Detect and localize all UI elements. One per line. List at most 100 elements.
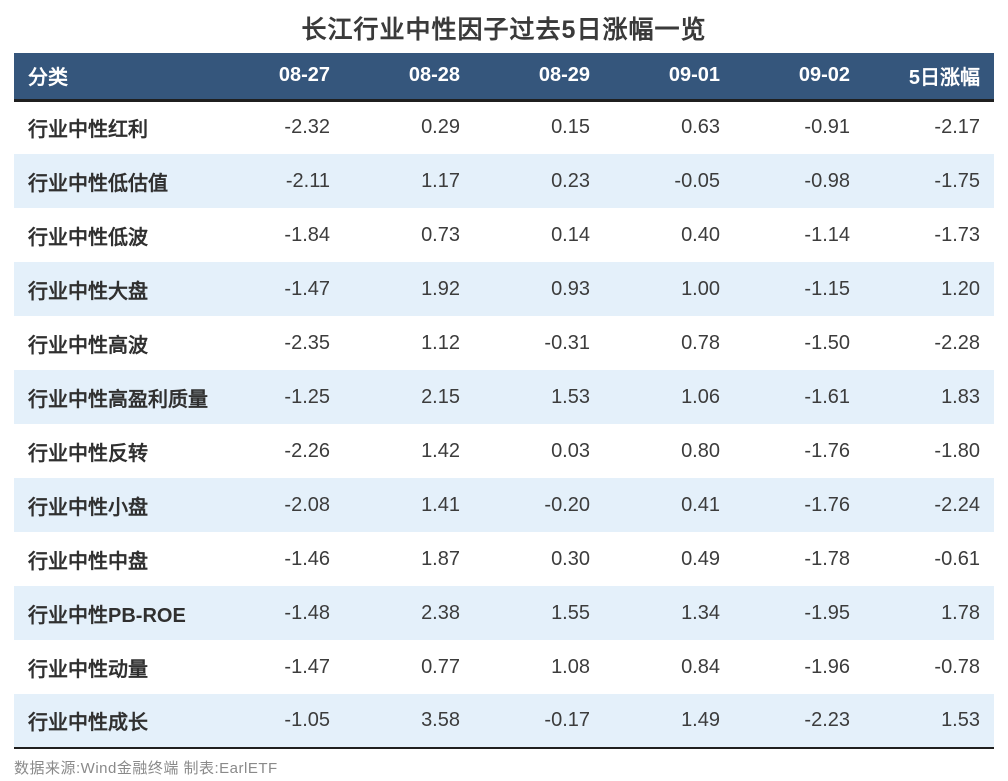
value-cell: -1.50 xyxy=(804,331,850,354)
value-cell: -1.47 xyxy=(284,277,330,300)
factor-name-cell: 行业中性红利 xyxy=(28,119,148,142)
value-cell: 1.34 xyxy=(681,601,720,624)
table-row: 行业中性PB-ROE -1.48 2.38 1.55 1.34 -1.95 1.… xyxy=(14,586,994,640)
value-cell: 1.20 xyxy=(941,277,980,300)
value-cell: 1.55 xyxy=(551,601,590,624)
table-row: 行业中性动量 -1.47 0.77 1.08 0.84 -1.96 -0.78 xyxy=(14,640,994,694)
value-cell: 0.73 xyxy=(421,223,460,246)
value-cell: -0.98 xyxy=(804,169,850,192)
value-cell: 3.58 xyxy=(421,709,460,731)
value-cell: 0.49 xyxy=(681,547,720,570)
table-row: 行业中性红利 -2.32 0.29 0.15 0.63 -0.91 -2.17 xyxy=(14,100,994,154)
value-cell: -0.61 xyxy=(934,547,980,570)
value-cell: -1.78 xyxy=(804,547,850,570)
value-cell: -2.26 xyxy=(284,439,330,462)
value-cell: 0.14 xyxy=(551,223,590,246)
value-cell: 0.84 xyxy=(681,655,720,678)
value-cell: 1.42 xyxy=(421,439,460,462)
value-cell: 0.77 xyxy=(421,655,460,678)
value-cell: 1.83 xyxy=(941,385,980,408)
value-cell: -1.05 xyxy=(284,709,330,731)
value-cell: -2.35 xyxy=(284,331,330,354)
table-header: 分类 08-27 08-28 08-29 09-01 09-02 5日涨幅 xyxy=(14,53,994,102)
factor-name-cell: 行业中性低估值 xyxy=(28,172,168,195)
value-cell: -1.76 xyxy=(804,439,850,462)
value-cell: 1.06 xyxy=(681,385,720,408)
table-row: 行业中性高波 -2.35 1.12 -0.31 0.78 -1.50 -2.28 xyxy=(14,316,994,370)
factor-name-cell: 行业中性低波 xyxy=(28,226,148,249)
value-cell: -2.08 xyxy=(284,493,330,516)
value-cell: -1.61 xyxy=(804,385,850,408)
value-cell: 1.41 xyxy=(421,493,460,516)
value-cell: -1.48 xyxy=(284,601,330,624)
value-cell: 0.15 xyxy=(551,116,590,139)
factor-name-cell: 行业中性高波 xyxy=(28,334,148,357)
value-cell: -1.15 xyxy=(804,277,850,300)
value-cell: -1.80 xyxy=(934,439,980,462)
header-date-0901: 09-01 xyxy=(604,53,734,102)
value-cell: 1.78 xyxy=(941,601,980,624)
value-cell: 1.17 xyxy=(421,169,460,192)
value-cell: -1.47 xyxy=(284,655,330,678)
value-cell: 1.00 xyxy=(681,277,720,300)
value-cell: -0.20 xyxy=(544,493,590,516)
factor-name-cell: 行业中性成长 xyxy=(28,712,148,734)
value-cell: -1.95 xyxy=(804,601,850,624)
value-cell: -2.32 xyxy=(284,116,330,139)
value-cell: 1.92 xyxy=(421,277,460,300)
value-cell: 1.49 xyxy=(681,709,720,731)
value-cell: 2.38 xyxy=(421,601,460,624)
value-cell: 1.12 xyxy=(421,331,460,354)
header-date-0902: 09-02 xyxy=(734,53,864,102)
value-cell: 0.63 xyxy=(681,116,720,139)
value-cell: -0.05 xyxy=(674,169,720,192)
factor-name-cell: 行业中性高盈利质量 xyxy=(28,388,208,411)
value-cell: -2.17 xyxy=(934,116,980,139)
value-cell: 0.93 xyxy=(551,277,590,300)
value-cell: -1.75 xyxy=(934,169,980,192)
table-row: 行业中性高盈利质量 -1.25 2.15 1.53 1.06 -1.61 1.8… xyxy=(14,370,994,424)
value-cell: -2.11 xyxy=(285,169,330,192)
value-cell: -0.17 xyxy=(544,709,590,731)
value-cell: -1.14 xyxy=(804,223,850,246)
data-source-note: 数据来源:Wind金融终端 制表:EarlETF xyxy=(14,760,278,777)
value-cell: 0.30 xyxy=(551,547,590,570)
page-title: 长江行业中性因子过去5日涨幅一览 xyxy=(301,16,707,44)
table-row: 行业中性低波 -1.84 0.73 0.14 0.40 -1.14 -1.73 xyxy=(14,208,994,262)
value-cell: -0.78 xyxy=(934,655,980,678)
header-date-0829: 08-29 xyxy=(474,53,604,102)
value-cell: 1.87 xyxy=(421,547,460,570)
value-cell: -1.46 xyxy=(284,547,330,570)
table-row: 行业中性成长 -1.05 3.58 -0.17 1.49 -2.23 1.53 xyxy=(14,694,994,748)
value-cell: 0.40 xyxy=(681,223,720,246)
table-row: 行业中性小盘 -2.08 1.41 -0.20 0.41 -1.76 -2.24 xyxy=(14,478,994,532)
header-5day-gain: 5日涨幅 xyxy=(864,53,994,102)
value-cell: 0.78 xyxy=(681,331,720,354)
header-date-0827: 08-27 xyxy=(214,53,344,102)
table-row: 行业中性大盘 -1.47 1.92 0.93 1.00 -1.15 1.20 xyxy=(14,262,994,316)
value-cell: 1.53 xyxy=(551,385,590,408)
value-cell: 0.41 xyxy=(681,493,720,516)
factor-name-cell: 行业中性大盘 xyxy=(28,280,148,303)
value-cell: 1.08 xyxy=(551,655,590,678)
value-cell: 2.15 xyxy=(421,385,460,408)
factor-name-cell: 行业中性PB-ROE xyxy=(28,604,186,627)
value-cell: -2.28 xyxy=(934,331,980,354)
value-cell: -2.23 xyxy=(804,709,850,731)
value-cell: -1.96 xyxy=(804,655,850,678)
table-row: 行业中性低估值 -2.11 1.17 0.23 -0.05 -0.98 -1.7… xyxy=(14,154,994,208)
value-cell: -2.24 xyxy=(934,493,980,516)
table-row: 行业中性反转 -2.26 1.42 0.03 0.80 -1.76 -1.80 xyxy=(14,424,994,478)
factor-name-cell: 行业中性反转 xyxy=(28,442,148,465)
value-cell: -0.31 xyxy=(544,331,590,354)
value-cell: 0.29 xyxy=(421,116,460,139)
header-category: 分类 xyxy=(14,53,214,102)
value-cell: 0.23 xyxy=(551,169,590,192)
factor-name-cell: 行业中性中盘 xyxy=(28,550,148,573)
value-cell: -1.84 xyxy=(284,223,330,246)
factor-returns-table: 分类 08-27 08-28 08-29 09-01 09-02 5日涨幅 行业… xyxy=(14,53,994,749)
table-row: 行业中性中盘 -1.46 1.87 0.30 0.49 -1.78 -0.61 xyxy=(14,532,994,586)
header-row: 分类 08-27 08-28 08-29 09-01 09-02 5日涨幅 xyxy=(14,53,994,102)
value-cell: 0.80 xyxy=(681,439,720,462)
